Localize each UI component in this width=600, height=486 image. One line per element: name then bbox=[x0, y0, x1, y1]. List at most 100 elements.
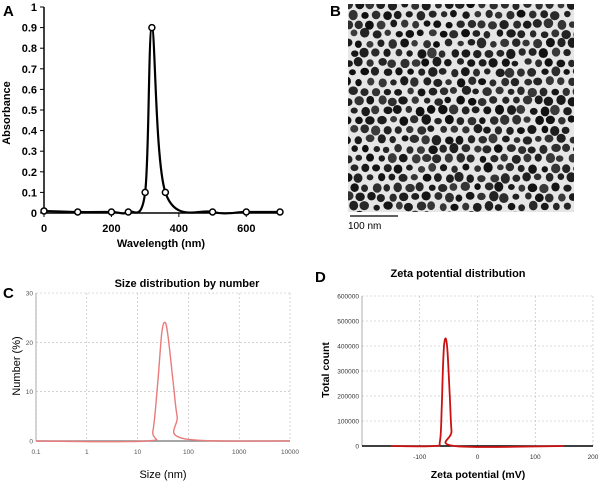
nanoparticle bbox=[505, 162, 515, 172]
panel-a-ytick-label: 0.2 bbox=[22, 167, 37, 179]
panel-c-ytick-label: 0 bbox=[29, 439, 33, 446]
nanoparticle bbox=[350, 183, 359, 192]
panel-d-ytick-label: 300000 bbox=[337, 369, 359, 376]
panel-a-ytick-label: 0.1 bbox=[22, 187, 37, 199]
nanoparticle bbox=[540, 202, 549, 211]
nanoparticle bbox=[456, 78, 466, 88]
nanoparticle bbox=[474, 183, 481, 191]
nanoparticle bbox=[504, 67, 515, 78]
nanoparticle bbox=[353, 56, 363, 67]
nanoparticle bbox=[494, 181, 504, 192]
nanoparticle bbox=[355, 79, 362, 87]
nanoparticle bbox=[409, 115, 419, 124]
tem-micrograph: 100 nm bbox=[334, 4, 582, 232]
nanoparticle bbox=[353, 173, 363, 183]
nanoparticle bbox=[500, 173, 510, 184]
nanoparticle bbox=[411, 59, 421, 67]
nanoparticle bbox=[334, 175, 341, 182]
panel-c-axes bbox=[35, 293, 290, 442]
nanoparticle bbox=[423, 20, 431, 27]
nanoparticle bbox=[451, 69, 459, 78]
nanoparticle bbox=[378, 155, 386, 162]
panel-c-xtick-label: 10 bbox=[134, 449, 142, 456]
nanoparticle bbox=[337, 124, 346, 134]
nanoparticle bbox=[416, 146, 425, 154]
nanoparticle bbox=[387, 97, 397, 107]
nanoparticle bbox=[398, 96, 408, 105]
nanoparticle bbox=[512, 114, 522, 125]
nanoparticle bbox=[513, 137, 521, 144]
nanoparticle bbox=[361, 163, 370, 173]
panel-letter-b: B bbox=[330, 3, 341, 20]
nanoparticle bbox=[410, 77, 419, 87]
nanoparticle bbox=[489, 4, 498, 10]
nanoparticle bbox=[460, 67, 470, 77]
nanoparticle bbox=[432, 154, 442, 164]
nanoparticle bbox=[562, 143, 571, 153]
nanoparticle bbox=[573, 32, 574, 38]
nanoparticle bbox=[557, 77, 565, 86]
nanoparticle bbox=[466, 154, 475, 163]
nanoparticle bbox=[434, 117, 442, 125]
nanoparticle bbox=[506, 48, 516, 60]
nanoparticle bbox=[337, 183, 345, 191]
nanoparticle bbox=[466, 174, 474, 183]
nanoparticle bbox=[334, 59, 342, 67]
nanoparticle bbox=[563, 48, 571, 57]
nanoparticle bbox=[494, 126, 503, 135]
nanoparticle bbox=[411, 40, 418, 47]
nanoparticle bbox=[383, 184, 391, 192]
nanoparticle bbox=[350, 107, 358, 114]
nanoparticle bbox=[468, 211, 475, 212]
nanoparticle bbox=[472, 202, 482, 212]
nanoparticle bbox=[409, 134, 420, 143]
nanoparticle bbox=[399, 116, 409, 126]
nanoparticle bbox=[502, 96, 510, 104]
nanoparticle bbox=[400, 76, 409, 86]
panel-a-xtick-label: 400 bbox=[170, 223, 188, 235]
nanoparticle bbox=[424, 211, 429, 212]
nanoparticle bbox=[398, 173, 408, 182]
nanoparticle bbox=[411, 210, 419, 212]
nanoparticle bbox=[350, 125, 359, 133]
nanoparticle bbox=[508, 184, 515, 191]
nanoparticle bbox=[348, 116, 352, 125]
panel-a-data-point bbox=[124, 208, 133, 216]
nanoparticle bbox=[555, 155, 564, 162]
nanoparticle bbox=[532, 19, 542, 28]
nanoparticle bbox=[338, 49, 347, 59]
nanoparticle bbox=[575, 185, 582, 191]
nanoparticle bbox=[431, 135, 442, 146]
nanoparticle bbox=[534, 153, 542, 162]
nanoparticle bbox=[563, 107, 572, 116]
nanoparticle bbox=[489, 116, 499, 125]
nanoparticle bbox=[544, 134, 554, 143]
nanoparticle bbox=[366, 95, 375, 105]
nanoparticle bbox=[439, 144, 447, 153]
nanoparticle bbox=[444, 38, 453, 47]
nanoparticle bbox=[411, 193, 420, 200]
nanoparticle bbox=[412, 20, 420, 29]
nanoparticle bbox=[456, 117, 465, 125]
nanoparticle bbox=[539, 183, 549, 194]
nanoparticle bbox=[444, 58, 452, 67]
panel-c-series bbox=[35, 321, 291, 443]
nanoparticle bbox=[467, 20, 477, 29]
nanoparticle bbox=[550, 125, 560, 136]
nanoparticle bbox=[416, 10, 426, 21]
nanoparticle bbox=[360, 88, 369, 96]
nanoparticle bbox=[457, 40, 464, 47]
nanoparticle bbox=[384, 29, 391, 36]
nanoparticle bbox=[568, 193, 574, 201]
nanoparticle bbox=[334, 39, 342, 47]
nanoparticle bbox=[416, 29, 424, 37]
nanoparticle bbox=[415, 106, 425, 117]
nanoparticle bbox=[417, 126, 427, 135]
nanoparticle bbox=[394, 126, 402, 134]
nanoparticle bbox=[394, 88, 403, 96]
nanoparticle bbox=[455, 194, 463, 202]
nanoparticle bbox=[490, 155, 499, 163]
nanoparticle bbox=[365, 20, 374, 30]
nanoparticle bbox=[440, 11, 448, 18]
